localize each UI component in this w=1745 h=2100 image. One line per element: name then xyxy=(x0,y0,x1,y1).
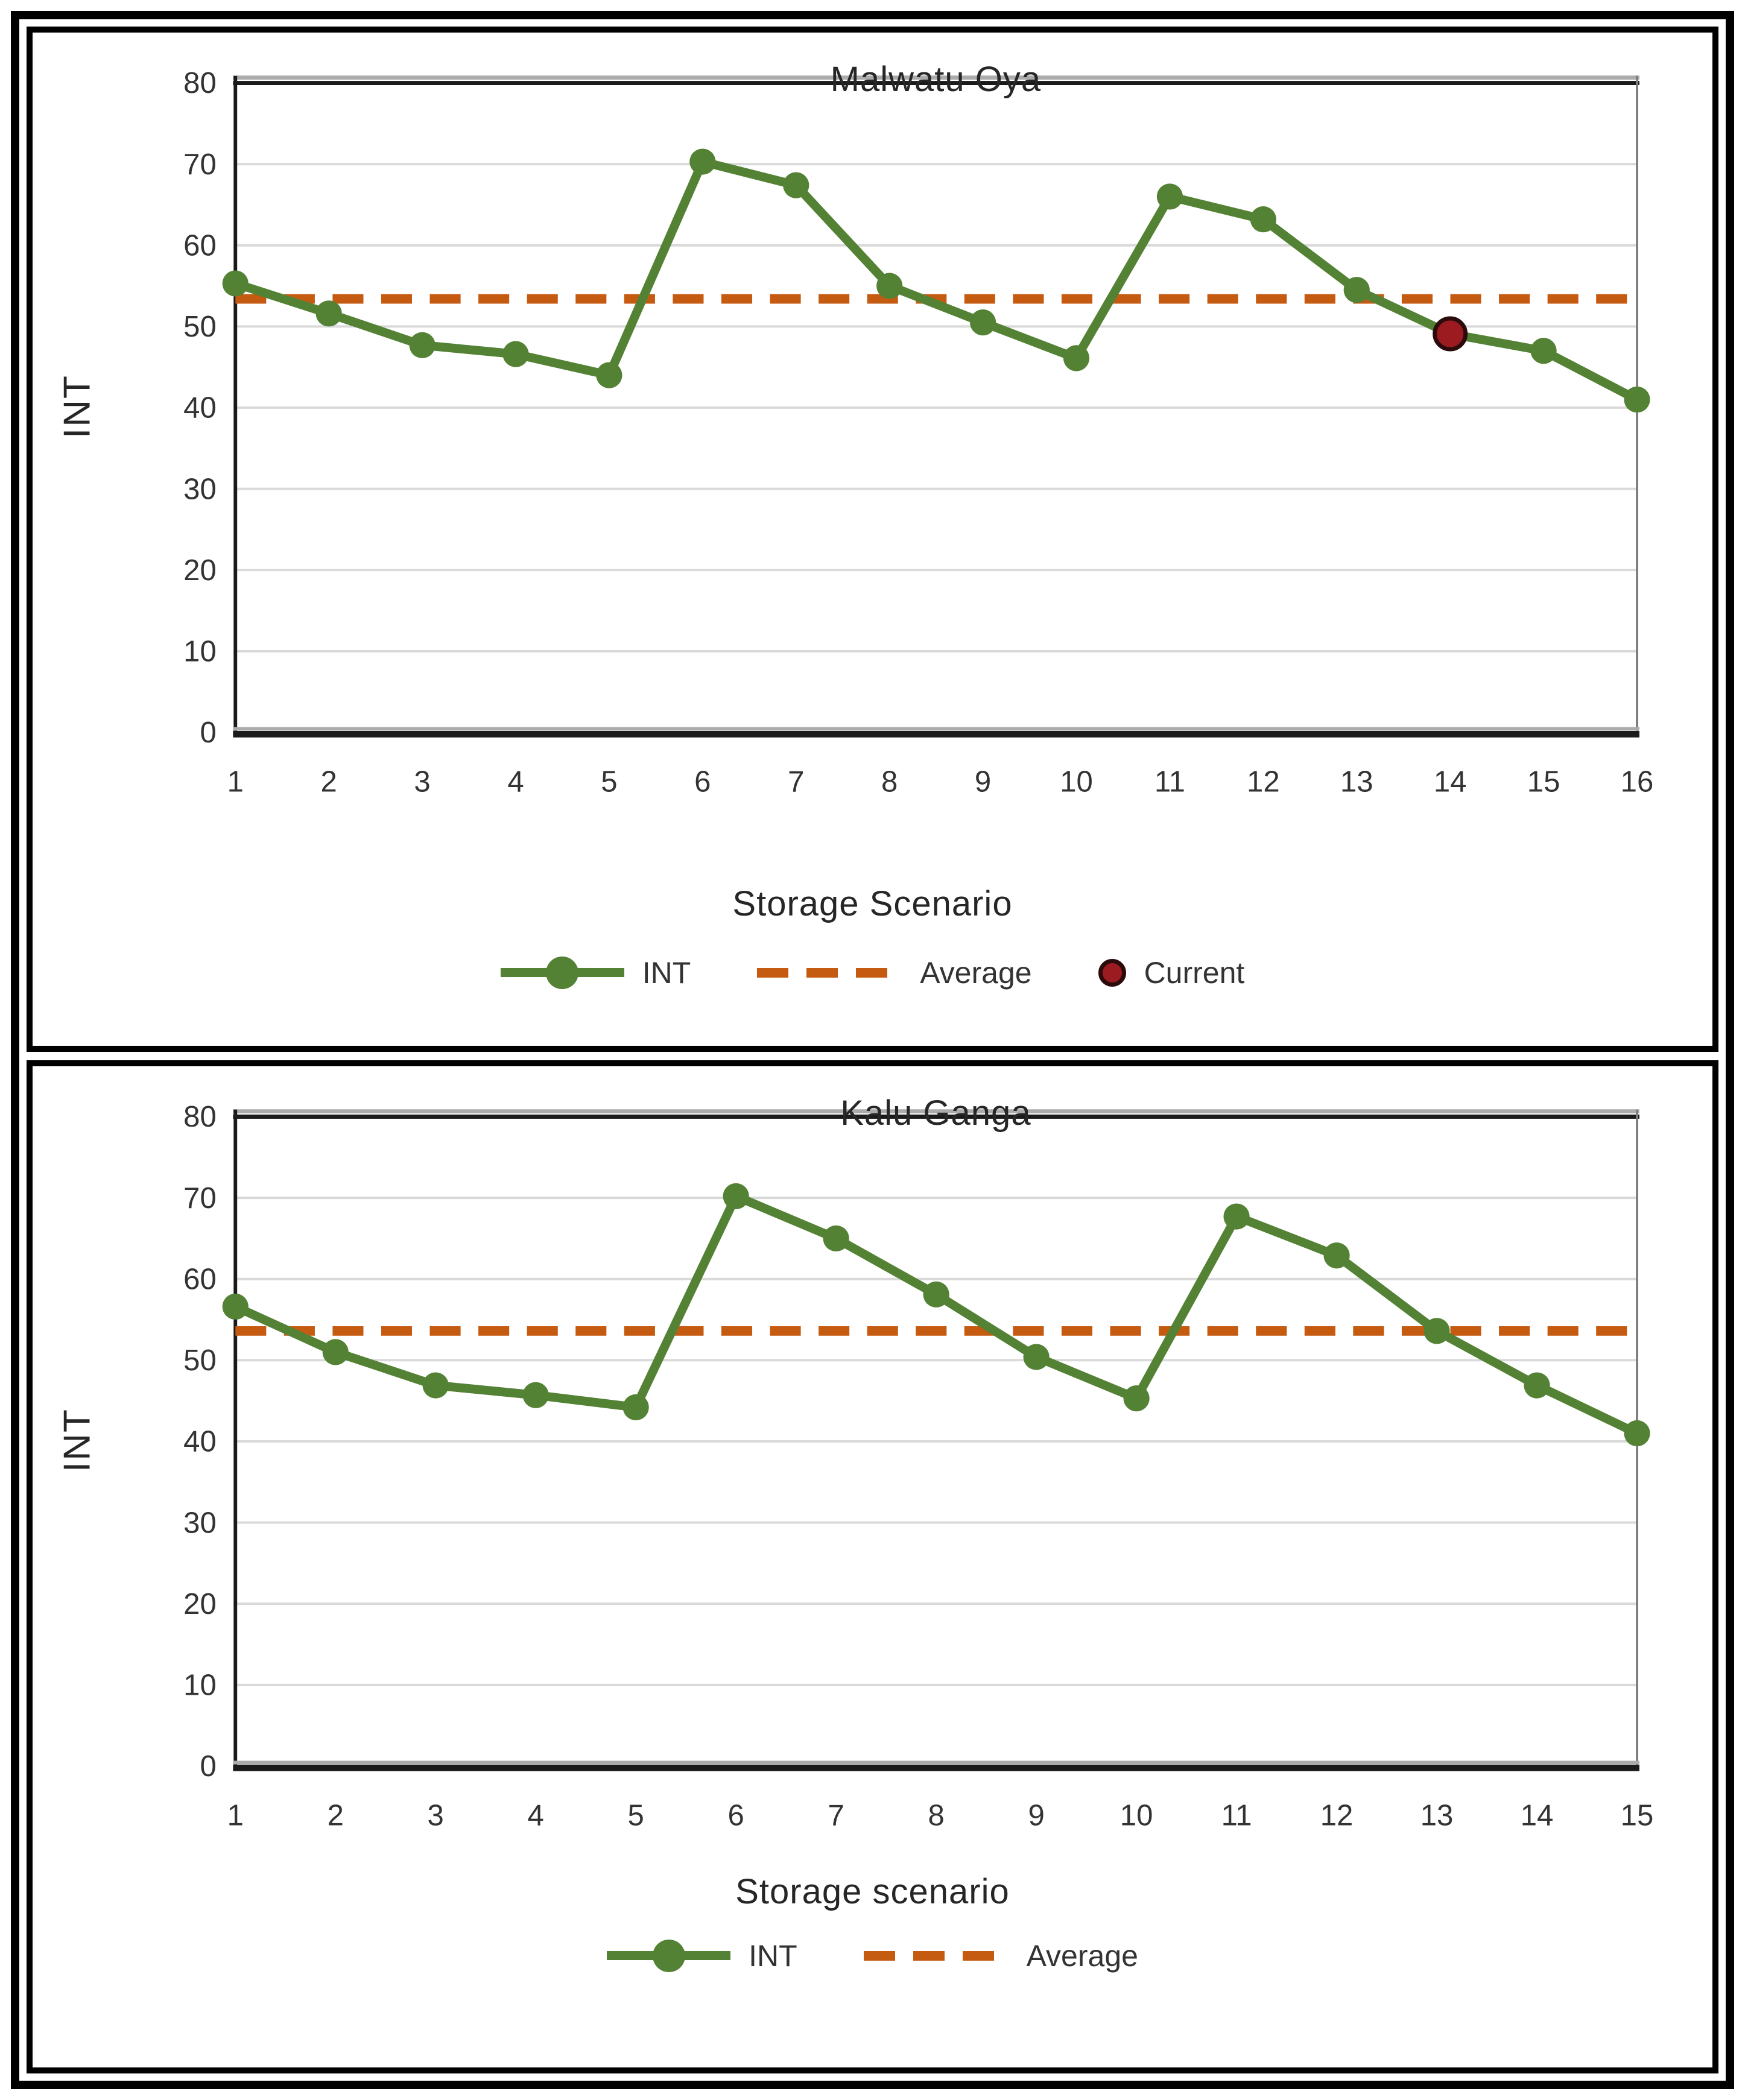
svg-text:9: 9 xyxy=(1028,1800,1044,1832)
legend-label-average: Average xyxy=(1026,1938,1138,1973)
y-tick-labels: 0 10 20 30 40 50 60 70 80 xyxy=(183,67,217,749)
legend-label-average: Average xyxy=(920,955,1032,990)
svg-text:30: 30 xyxy=(183,473,217,505)
y-tick-labels: 0 10 20 30 40 50 60 70 80 xyxy=(183,1101,217,1783)
svg-text:0: 0 xyxy=(200,1750,217,1783)
y-axis-title: INT xyxy=(56,375,98,438)
svg-text:5: 5 xyxy=(628,1800,644,1832)
legend-item-average: Average xyxy=(757,955,1032,990)
gridlines xyxy=(235,163,1637,653)
svg-text:14: 14 xyxy=(1434,766,1467,799)
svg-text:10: 10 xyxy=(1060,766,1093,799)
svg-text:40: 40 xyxy=(183,1426,217,1458)
svg-text:8: 8 xyxy=(881,766,898,799)
average-dash-icon xyxy=(863,1950,1009,1961)
svg-text:0: 0 xyxy=(200,716,217,749)
svg-text:60: 60 xyxy=(183,229,217,262)
svg-text:2: 2 xyxy=(321,766,337,799)
gridlines xyxy=(235,1197,1637,1686)
int-marker-dot-icon xyxy=(546,956,579,989)
axes xyxy=(233,1109,1639,1771)
kalu-ganga-plot-area: 0 10 20 30 40 50 60 70 80 1 2 3 4 5 6 7 8 9 10 11 12 13 14 15 K… xyxy=(40,1066,1705,1855)
svg-text:6: 6 xyxy=(728,1800,744,1832)
int-series-line xyxy=(233,157,1639,404)
legend-label-int: INT xyxy=(642,955,691,990)
int-series-markers xyxy=(222,1183,1650,1447)
x-axis-title: Storage Scenario xyxy=(732,884,1013,923)
legend-label-int: INT xyxy=(749,1938,797,1973)
x-axis-title: Storage scenario xyxy=(735,1871,1010,1911)
current-point xyxy=(1433,316,1468,352)
current-dot-icon xyxy=(1098,958,1126,987)
svg-text:20: 20 xyxy=(183,1588,217,1621)
svg-text:12: 12 xyxy=(1247,766,1280,799)
legend: INT Average Current xyxy=(40,955,1705,990)
average-dash-icon xyxy=(757,967,902,978)
svg-text:3: 3 xyxy=(414,766,430,799)
svg-text:40: 40 xyxy=(183,392,217,425)
int-marker-dot-icon xyxy=(652,1939,685,1972)
svg-text:1: 1 xyxy=(227,766,244,799)
svg-text:2: 2 xyxy=(328,1800,344,1832)
svg-text:15: 15 xyxy=(1527,766,1560,799)
x-tick-labels: 1 2 3 4 5 6 7 8 9 10 11 12 13 14 15 xyxy=(227,1800,1654,1832)
svg-text:14: 14 xyxy=(1521,1800,1554,1832)
svg-text:11: 11 xyxy=(1221,1800,1252,1832)
svg-text:10: 10 xyxy=(183,635,217,668)
int-series-markers xyxy=(222,148,1650,413)
svg-text:80: 80 xyxy=(183,67,217,100)
axes xyxy=(233,75,1639,738)
svg-text:20: 20 xyxy=(183,554,217,587)
legend: INT Average xyxy=(40,1938,1705,1973)
svg-text:70: 70 xyxy=(183,1182,217,1215)
svg-text:80: 80 xyxy=(183,1101,217,1133)
legend-label-current: Current xyxy=(1144,955,1245,990)
svg-text:70: 70 xyxy=(183,148,217,181)
svg-text:60: 60 xyxy=(183,1263,217,1295)
svg-text:50: 50 xyxy=(183,1344,217,1377)
svg-text:4: 4 xyxy=(507,766,524,799)
malwatu-oya-plot-area: 0 10 20 30 40 50 60 70 80 1 2 3 4 5 6 7 8 9 10 11 12 13 14 15 16… xyxy=(40,33,1705,821)
svg-text:7: 7 xyxy=(828,1800,844,1832)
legend-item-average: Average xyxy=(863,1938,1138,1973)
x-tick-labels: 1 2 3 4 5 6 7 8 9 10 11 12 13 14 15 16 xyxy=(227,766,1654,799)
svg-text:3: 3 xyxy=(428,1800,444,1832)
svg-text:30: 30 xyxy=(183,1507,217,1539)
svg-text:13: 13 xyxy=(1420,1800,1454,1832)
svg-text:8: 8 xyxy=(928,1800,944,1832)
chart-title: Malwatu Oya xyxy=(830,60,1042,99)
svg-text:9: 9 xyxy=(975,766,991,799)
legend-item-int: INT xyxy=(607,1938,797,1973)
svg-text:50: 50 xyxy=(183,311,217,343)
svg-text:12: 12 xyxy=(1320,1800,1354,1832)
kalu-ganga-chart-panel: 0 10 20 30 40 50 60 70 80 1 2 3 4 5 6 7 8 9 10 11 12 13 14 15 K… xyxy=(27,1060,1718,2073)
svg-text:5: 5 xyxy=(601,766,617,799)
svg-text:6: 6 xyxy=(694,766,711,799)
int-series-line xyxy=(233,1192,1639,1438)
svg-text:7: 7 xyxy=(788,766,804,799)
svg-text:10: 10 xyxy=(1120,1800,1153,1832)
svg-text:13: 13 xyxy=(1340,766,1373,799)
svg-text:16: 16 xyxy=(1621,766,1654,799)
svg-text:4: 4 xyxy=(528,1800,544,1832)
svg-text:1: 1 xyxy=(227,1800,244,1832)
chart-title: Kalu Ganga xyxy=(840,1093,1031,1133)
int-line-marker-icon xyxy=(607,1939,731,1972)
malwatu-oya-chart-panel: 0 10 20 30 40 50 60 70 80 1 2 3 4 5 6 7 8 9 10 11 12 13 14 15 16… xyxy=(27,27,1718,1052)
svg-text:10: 10 xyxy=(183,1669,217,1701)
svg-text:11: 11 xyxy=(1154,766,1185,799)
int-line-marker-icon xyxy=(500,956,624,989)
y-axis-title: INT xyxy=(56,1408,98,1472)
figure-frame: 0 10 20 30 40 50 60 70 80 1 2 3 4 5 6 7 8 9 10 11 12 13 14 15 16… xyxy=(11,11,1734,2089)
legend-item-current: Current xyxy=(1098,955,1245,990)
svg-text:15: 15 xyxy=(1621,1800,1654,1832)
legend-item-int: INT xyxy=(500,955,691,990)
